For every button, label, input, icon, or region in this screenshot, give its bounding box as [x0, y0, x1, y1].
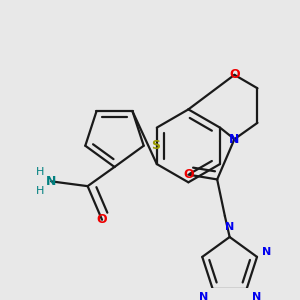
Text: H: H — [35, 167, 44, 177]
Text: O: O — [97, 213, 107, 226]
Text: O: O — [183, 168, 194, 181]
Text: N: N — [229, 133, 240, 146]
Text: O: O — [229, 68, 240, 81]
Text: N: N — [46, 175, 56, 188]
Text: N: N — [251, 292, 261, 300]
Text: H: H — [35, 186, 44, 196]
Text: N: N — [225, 222, 234, 233]
Text: N: N — [199, 292, 208, 300]
Text: N: N — [262, 247, 271, 257]
Text: S: S — [151, 139, 160, 152]
